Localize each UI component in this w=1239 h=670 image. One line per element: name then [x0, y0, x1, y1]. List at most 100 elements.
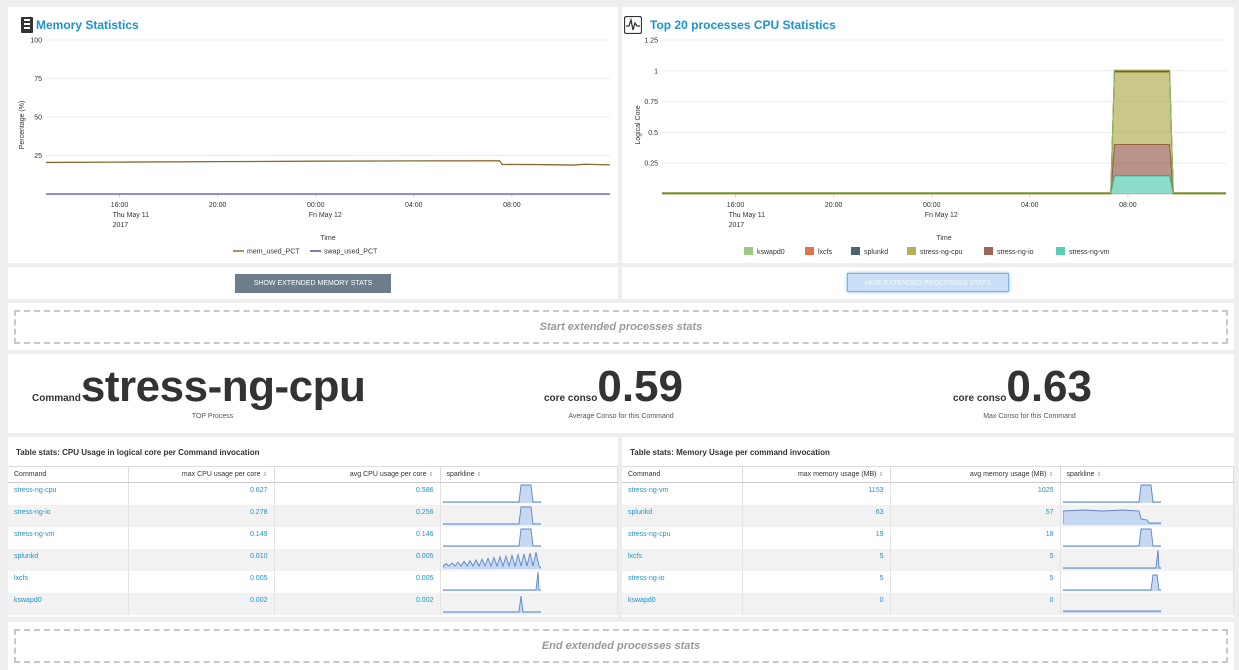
max-value-cell[interactable]: 19: [742, 527, 891, 549]
sparkline-zigzag: [442, 552, 541, 569]
max-value-cell[interactable]: 0.278: [128, 505, 275, 527]
legend-swatch-stress-ng-cpu: [907, 247, 916, 255]
avg-value-cell[interactable]: 0: [890, 593, 1061, 615]
max-value-cell[interactable]: 1153: [742, 482, 891, 505]
cpu-ytick-label: 1: [654, 68, 658, 75]
col-command[interactable]: Command: [8, 466, 129, 483]
max-value-cell[interactable]: 0.627: [128, 482, 275, 505]
legend-swatch-kswapd0: [744, 247, 753, 255]
top-process-value: stress-ng-cpu: [80, 362, 366, 411]
command-cell[interactable]: stress-ng-cpu: [8, 482, 129, 505]
max-value-cell[interactable]: 0.149: [128, 527, 275, 549]
cpu-xtick-label: Fri May 12: [925, 212, 958, 219]
command-cell[interactable]: lxcfs: [8, 571, 129, 593]
mem-x-axis-title: Time: [320, 235, 335, 242]
max-value-cell[interactable]: 0.005: [128, 571, 275, 593]
avg-value-cell[interactable]: 0.005: [274, 571, 441, 593]
series-line-mem_used_PCT: [45, 160, 611, 166]
table-row[interactable]: splunkd 0.010 0.005: [8, 549, 618, 571]
col-command[interactable]: Command: [622, 466, 743, 483]
cpu-xtick-label: Thu May 11: [729, 212, 766, 219]
command-cell[interactable]: stress-ng-cpu: [622, 527, 743, 549]
end-extended-stats-banner: End extended processes stats: [14, 629, 1228, 663]
table-row[interactable]: stress-ng-cpu 0.627 0.586: [8, 482, 618, 505]
avg-value-cell[interactable]: 1025: [890, 482, 1061, 505]
cpu-statistics-panel: Top 20 processes CPU Statistics 1.25 1 0.7…: [622, 7, 1234, 263]
sparkline-cell: [440, 571, 618, 593]
max-value-cell[interactable]: 0.002: [128, 593, 275, 615]
table-row[interactable]: stress-ng-vm 1153 1025: [622, 482, 1234, 505]
table-row[interactable]: lxcfs 0.005 0.005: [8, 571, 618, 593]
start-extended-stats-banner: Start extended processes stats: [14, 310, 1228, 344]
max-value-cell[interactable]: 0: [742, 593, 891, 615]
avg-value-cell[interactable]: 18: [890, 527, 1061, 549]
command-cell[interactable]: stress-ng-io: [622, 571, 743, 593]
command-cell[interactable]: splunkd: [622, 505, 743, 527]
avg-value-cell[interactable]: 5: [890, 571, 1061, 593]
memory-table-title: Table stats: Memory Usage per command in…: [630, 448, 830, 457]
col-sparkline[interactable]: sparkline ⇕: [1060, 466, 1234, 483]
max-value-cell[interactable]: 0.010: [128, 549, 275, 571]
avg-value-cell[interactable]: 0.146: [274, 527, 441, 549]
table-row[interactable]: kswapd0 0.002 0.002: [8, 593, 618, 615]
cpu-usage-table: Command max CPU usage per core ⇕ avg CPU…: [8, 466, 618, 615]
show-extended-memory-stats-button[interactable]: SHOW EXTENDED MEMORY STATS: [235, 274, 391, 293]
table-row[interactable]: kswapd0 0 0: [622, 593, 1234, 615]
legend-label-stress-ng-io: stress-ng-io: [997, 249, 1034, 256]
table-row[interactable]: stress-ng-cpu 19 18: [622, 527, 1234, 549]
sparkline-block: [1062, 528, 1161, 547]
sparkline-spike-end: [1062, 549, 1161, 569]
mem-xtick-label: 04:00: [405, 202, 423, 209]
max-value-cell[interactable]: 63: [742, 505, 891, 527]
mem-axes: 100 75 50 25 16:00 Thu May 11 2017 20:00 00:00 Fr…: [19, 38, 610, 242]
table-row[interactable]: lxcfs 5 5: [622, 549, 1234, 571]
command-cell[interactable]: lxcfs: [622, 549, 743, 571]
avg-value-cell[interactable]: 0.256: [274, 505, 441, 527]
cpu-button-panel: HIDE EXTENDED PROCESSES STATS: [622, 267, 1234, 299]
col-sparkline[interactable]: sparkline ⇕: [440, 466, 618, 483]
max-conso-caption: Max Conso for this Command: [983, 413, 1076, 420]
sparkline-block: [442, 528, 541, 547]
sparkline-cell: [440, 505, 618, 527]
avg-value-cell[interactable]: 5: [890, 549, 1061, 571]
mem-xtick-label: 00:00: [307, 202, 325, 209]
memory-usage-table: Command max memory usage (MB) ⇕ avg memo…: [622, 466, 1234, 615]
avg-value-cell[interactable]: 0.586: [274, 482, 441, 505]
col-max-cpu[interactable]: max CPU usage per core ⇕: [128, 466, 275, 483]
command-cell[interactable]: stress-ng-io: [8, 505, 129, 527]
table-row[interactable]: stress-ng-io 0.278 0.256: [8, 505, 618, 527]
cpu-ytick-label: 0.25: [644, 161, 658, 168]
mem-ytick-label: 100: [30, 38, 42, 45]
cpu-xtick-label: 04:00: [1021, 202, 1039, 209]
legend-swatch-lxcfs: [805, 247, 814, 255]
memory-chart: 100 75 50 25 16:00 Thu May 11 2017 20:00 00:00 Fr…: [19, 38, 611, 256]
mem-ytick-label: 50: [34, 115, 42, 122]
avg-value-cell[interactable]: 57: [890, 505, 1061, 527]
cpu-panel-title: Top 20 processes CPU Statistics: [650, 18, 836, 32]
mem-xtick-label: 08:00: [503, 202, 521, 209]
cpu-ytick-label: 1.25: [644, 38, 658, 45]
col-avg-memory[interactable]: avg memory usage (MB) ⇕: [890, 466, 1061, 483]
mem-legend: mem_used_PCT swap_used_PCT: [233, 249, 378, 256]
sparkline-block-small: [1062, 574, 1161, 591]
table-row[interactable]: stress-ng-vm 0.149 0.146: [8, 527, 618, 549]
avg-value-cell[interactable]: 0.005: [274, 549, 441, 571]
command-cell[interactable]: kswapd0: [8, 593, 129, 615]
cpu-xtick-label: 16:00: [727, 202, 745, 209]
sparkline-plateau: [1062, 509, 1161, 525]
command-cell[interactable]: kswapd0: [622, 593, 743, 615]
sparkline-cell: [1060, 482, 1234, 505]
col-avg-cpu[interactable]: avg CPU usage per core ⇕: [274, 466, 441, 483]
avg-value-cell[interactable]: 0.002: [274, 593, 441, 615]
hide-extended-processes-stats-button[interactable]: HIDE EXTENDED PROCESSES STATS: [847, 273, 1009, 292]
table-row[interactable]: stress-ng-io 5 5: [622, 571, 1234, 593]
command-cell[interactable]: splunkd: [8, 549, 129, 571]
max-value-cell[interactable]: 5: [742, 549, 891, 571]
end-banner-panel: End extended processes stats: [8, 622, 1234, 670]
col-max-memory[interactable]: max memory usage (MB) ⇕: [742, 466, 891, 483]
sparkline-cell: [1060, 527, 1234, 549]
max-value-cell[interactable]: 5: [742, 571, 891, 593]
command-cell[interactable]: stress-ng-vm: [8, 527, 129, 549]
table-row[interactable]: splunkd 63 57: [622, 505, 1234, 527]
command-cell[interactable]: stress-ng-vm: [622, 482, 743, 505]
